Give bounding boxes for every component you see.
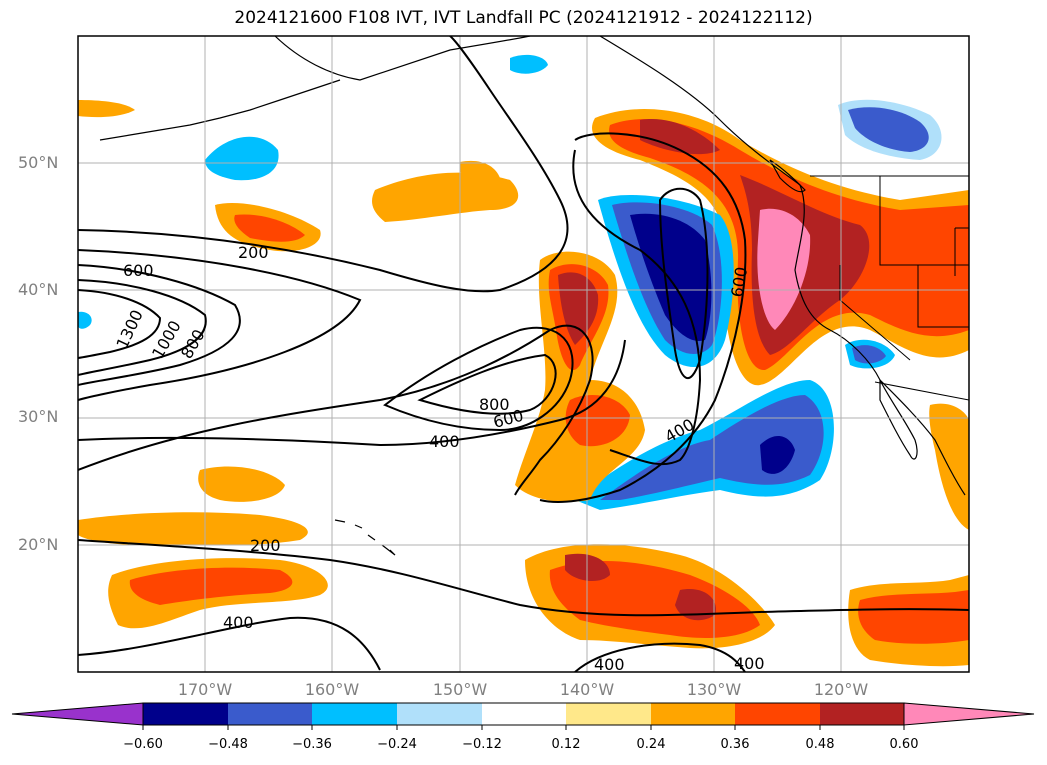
colorbar-segment [312,703,397,725]
colorbar-tick-label: −0.24 [377,737,417,752]
ivt-contour-800 [78,279,207,376]
anomaly-region [558,272,599,345]
anomaly-region [198,466,285,502]
borders [810,175,969,401]
lon-label: 140°W [559,680,615,699]
border-state-line [917,265,969,328]
anomaly-region [760,435,795,474]
contour-label: 200 [238,243,269,262]
lon-label: 160°W [304,680,360,699]
border-state-line [954,227,969,276]
colorbar-outline [142,702,905,726]
anomaly-region [848,107,929,152]
anomaly-region [372,172,519,222]
lat-label: 40°N [18,280,59,299]
ivt-contour-loop [383,326,574,432]
colorbar-tick-label: −0.36 [292,737,332,752]
contour-label: 400 [223,613,254,632]
colorbar-segment [820,703,904,725]
anomaly-region [675,589,716,621]
colorbar-segment [735,703,820,725]
anomaly-region [78,512,308,546]
colorbar-segment [566,703,651,725]
lon-label: 120°W [813,680,869,699]
contour-label: 800 [479,395,510,414]
anomaly-region [858,590,969,644]
gridlines [78,36,969,672]
anomaly-region [78,100,135,118]
anomaly-region [549,560,760,638]
colorbar-tick-label: −0.60 [123,737,163,752]
ivt-contour-north [539,132,747,503]
lat-label: 50°N [18,153,59,172]
lat-label: 30°N [18,407,59,426]
anomaly-region [565,395,630,447]
coastline-alaska [274,36,531,81]
colorbar-extend-left [11,702,144,726]
contour-label: 200 [250,536,281,555]
contour-label: 400 [429,432,460,451]
colorbar-tick-label: 0.24 [636,737,666,752]
colorbar-segment [397,703,482,725]
contour-label: 400 [594,655,625,674]
ivt-contour-400 [78,249,362,401]
ivt-contour-east [574,642,746,672]
ivt-contour-1000 [78,289,162,359]
colorbar-tick-label: 0.36 [720,737,750,752]
anomaly-region [630,213,712,341]
lat-label: 20°N [18,535,59,554]
coastline-vancouver-island [769,159,806,193]
lon-label: 150°W [432,680,488,699]
anomaly-region [640,119,720,155]
contour-label: 400 [734,654,765,673]
ivt-contour-600 [78,264,241,386]
map-frame [77,35,970,673]
colorbar-tick-label: 0.12 [551,737,581,752]
ivt-contour-200 [78,36,569,293]
colorbar-ticks [142,725,905,730]
border-state-line [839,265,911,361]
coastline-aleutians [99,79,341,141]
ivt-contour-inner [417,353,557,415]
colorbar-segment [143,703,228,725]
anomaly-region [78,311,92,329]
coastline-baja [879,379,918,460]
coastline-hawaii [334,519,396,556]
ivt-contour-coastal [572,149,702,466]
colorbar-tick-label: 0.48 [805,737,835,752]
filled-anomaly-regions [78,54,969,667]
anomaly-region [600,395,824,500]
border-state-line [879,176,969,266]
lon-label: 170°W [177,680,233,699]
ivt-contour-south [78,539,969,617]
coastlines [99,36,966,556]
ivt-contours [78,36,969,672]
contour-label: 600 [123,261,154,280]
colorbar-extend-right [903,702,1035,726]
ivt-contour-south-400 [78,616,381,671]
anomaly-region [129,567,293,605]
anomaly-region [510,54,548,74]
coastline-north-america [599,36,966,496]
colorbar-segment [228,703,312,725]
map-title: 2024121600 F108 IVT, IVT Landfall PC (20… [234,8,813,28]
anomaly-region [205,136,279,181]
colorbar-segment [651,703,735,725]
colorbar-tick-label: −0.12 [462,737,502,752]
colorbar-tick-label: −0.48 [208,737,248,752]
colorbar-tick-label: 0.60 [889,737,919,752]
anomaly-region [460,160,500,182]
border-us-mexico [874,381,969,401]
ivt-contour-pacific-jet [78,339,626,447]
anomaly-region [757,208,811,330]
lon-label: 130°W [686,680,742,699]
anomaly-region [852,345,886,364]
anomaly-region [234,214,305,242]
colorbar-segment [482,703,566,725]
